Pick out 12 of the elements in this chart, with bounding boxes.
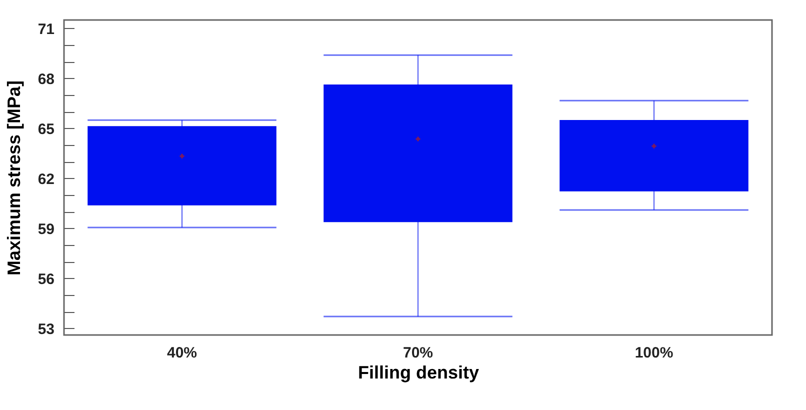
- y-tick-label: 56: [38, 270, 54, 288]
- y-tick-label: 65: [38, 120, 54, 138]
- x-axis-title: Filling density: [358, 362, 480, 382]
- y-tick-label: 71: [38, 20, 54, 38]
- y-tick-label: 68: [38, 70, 54, 88]
- x-tick-label: 100%: [634, 344, 674, 362]
- y-tick-label: 62: [38, 170, 54, 188]
- y-tick-label: 59: [38, 220, 54, 238]
- y-axis-title: Maximum stress [MPa]: [4, 80, 24, 276]
- x-tick-label: 70%: [402, 344, 434, 362]
- x-tick-label: 40%: [166, 344, 198, 362]
- y-tick-label: 53: [38, 320, 54, 338]
